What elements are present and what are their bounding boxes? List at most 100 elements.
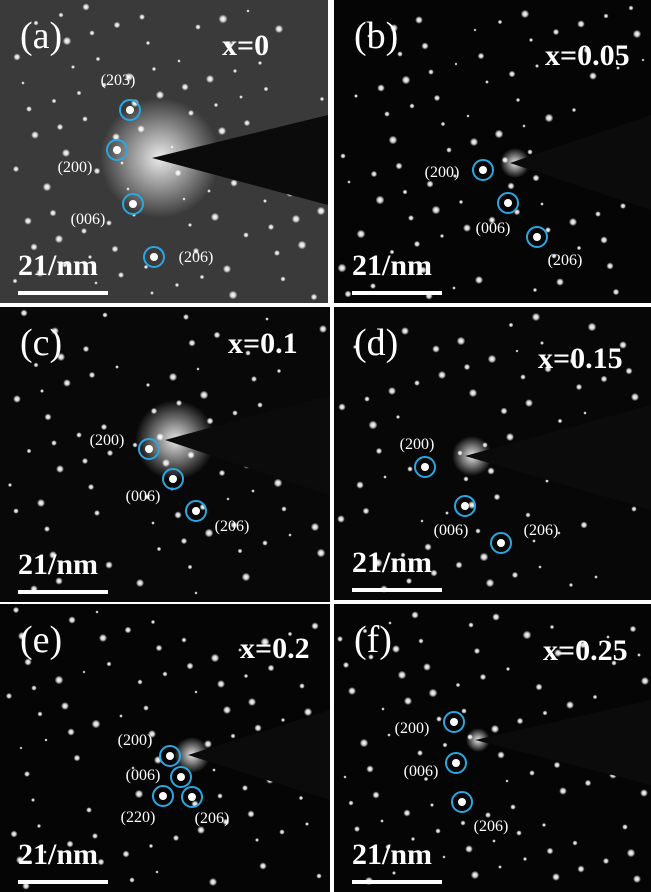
- diffraction-spot: [569, 218, 577, 226]
- diffraction-spot: [119, 714, 123, 718]
- diffraction-spot: [572, 840, 577, 845]
- diffraction-spot: [181, 83, 188, 90]
- diffraction-spot: [474, 29, 477, 32]
- diffraction-spot: [188, 565, 193, 570]
- diffraction-spot: [509, 323, 514, 328]
- scale-bar-label: 21/nm: [352, 249, 432, 282]
- diffraction-spot: [345, 291, 352, 298]
- diffraction-spot: [277, 369, 281, 373]
- diffraction-spot: [581, 522, 588, 529]
- diffraction-spot: [540, 202, 544, 206]
- diffraction-spot: [478, 53, 485, 60]
- diffraction-spot: [219, 15, 228, 24]
- diffraction-spot: [183, 314, 189, 320]
- diffraction-spot: [348, 800, 353, 805]
- diffraction-spot: [553, 29, 559, 35]
- diffraction-spot: [94, 168, 101, 175]
- diffraction-spot: [432, 345, 440, 353]
- diffraction-spot: [299, 683, 305, 689]
- diffraction-spot: [438, 371, 446, 379]
- diffraction-spot: [129, 877, 134, 882]
- scale-bar: [18, 291, 108, 295]
- diffraction-spot: [398, 671, 407, 680]
- diffraction-spot: [523, 631, 532, 640]
- diffraction-spot: [363, 508, 370, 515]
- diffraction-spot: [217, 793, 223, 799]
- diffraction-spot: [535, 64, 539, 68]
- diffraction-spot: [96, 57, 101, 62]
- diffraction-spot: [423, 663, 431, 671]
- diffraction-spot: [545, 114, 554, 123]
- diffraction-spot: [211, 654, 220, 663]
- diffraction-spot: [275, 25, 283, 33]
- annotation-spot: [126, 106, 134, 114]
- diffraction-spot: [402, 76, 411, 85]
- composition-label: x=0.1: [228, 327, 298, 360]
- diffraction-spot: [492, 613, 500, 621]
- diffraction-spot: [538, 565, 541, 568]
- diffraction-spot: [8, 483, 12, 487]
- diffraction-spot: [311, 622, 318, 629]
- diffraction-spot: [156, 433, 164, 441]
- diffraction-spot: [606, 262, 613, 269]
- diffraction-spot: [13, 166, 19, 172]
- annotation-label: (200): [425, 164, 460, 181]
- diffraction-spot: [357, 230, 366, 239]
- diffraction-spot: [338, 264, 347, 273]
- diffraction-spot: [516, 830, 522, 836]
- diffraction-spot: [475, 528, 480, 533]
- diffraction-spot: [177, 59, 180, 62]
- scale-bar: [352, 588, 442, 592]
- annotation-spot: [113, 146, 121, 154]
- diffraction-spot: [542, 823, 546, 827]
- diffraction-spot: [498, 865, 502, 869]
- diffraction-spot: [150, 291, 154, 295]
- diffraction-spot: [556, 278, 564, 286]
- diffraction-spot: [132, 442, 137, 447]
- diffraction-spot: [31, 131, 39, 139]
- diffraction-spot: [281, 506, 286, 511]
- diffraction-spot: [251, 489, 255, 493]
- diffraction-spot: [88, 484, 94, 490]
- diffraction-spot: [506, 433, 514, 441]
- diffraction-spot: [523, 857, 527, 861]
- diffraction-spot: [320, 97, 324, 101]
- diffraction-spot: [547, 848, 554, 855]
- diffraction-spot: [577, 865, 584, 872]
- diffraction-spot: [404, 697, 412, 705]
- diffraction-spot: [43, 183, 52, 192]
- annotation-spot: [479, 166, 487, 174]
- diffraction-spot: [640, 789, 648, 797]
- diffraction-spot: [101, 424, 107, 430]
- diffraction-spot: [207, 418, 214, 425]
- diffraction-spot: [633, 30, 641, 38]
- diffraction-spot: [44, 738, 47, 741]
- annotation-label: (200): [58, 159, 93, 176]
- diffraction-spot: [429, 689, 438, 698]
- diffraction-spot: [337, 515, 345, 523]
- diffraction-spot: [533, 288, 537, 292]
- scale-bar: [18, 590, 108, 594]
- annotation-label: (206): [195, 810, 230, 827]
- annotation-label: (206): [548, 252, 583, 269]
- diffraction-spot: [452, 286, 456, 290]
- diffraction-spot: [242, 785, 248, 791]
- panel-label: (a): [20, 15, 62, 57]
- diffraction-spot: [486, 579, 495, 588]
- diffraction-spot: [396, 415, 400, 419]
- diffraction-spot: [585, 780, 592, 787]
- diffraction-spot: [520, 374, 526, 380]
- diffraction-spot: [115, 365, 119, 369]
- scale-bar-label: 21/nm: [18, 838, 98, 871]
- annotation-spot: [159, 792, 167, 800]
- diffraction-spot: [319, 325, 327, 333]
- diffraction-spot: [118, 272, 124, 278]
- diffraction-spot: [152, 67, 156, 71]
- diffraction-spot: [463, 476, 468, 481]
- annotation-label: (006): [126, 488, 161, 505]
- diffraction-spot: [588, 323, 597, 332]
- diffraction-spot: [188, 223, 192, 227]
- diffraction-spot: [485, 80, 489, 84]
- diffraction-spot: [200, 275, 205, 280]
- diffraction-spot: [380, 819, 384, 823]
